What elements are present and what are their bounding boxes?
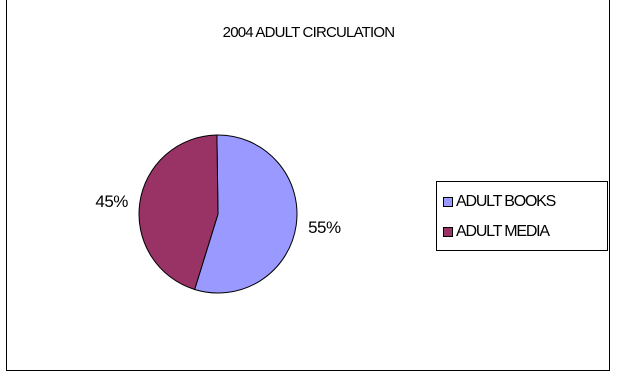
pie-slice-adult-media: [138, 134, 219, 291]
data-label-adult-media: 45%: [95, 192, 128, 211]
legend-item-adult-books: ADULT BOOKS: [443, 191, 556, 213]
data-label-adult-books: 55%: [308, 218, 341, 237]
pie-slice-adult-books: [194, 134, 298, 294]
legend-item-adult-media: ADULT MEDIA: [443, 221, 550, 243]
legend-label-adult-media: ADULT MEDIA: [456, 223, 550, 240]
legend: ADULT BOOKS ADULT MEDIA: [436, 181, 608, 251]
legend-swatch-adult-books: [443, 197, 453, 207]
legend-label-adult-books: ADULT BOOKS: [456, 193, 556, 210]
chart-title: 2004 ADULT CIRCULATION: [222, 24, 395, 41]
legend-swatch-adult-media: [443, 227, 453, 237]
